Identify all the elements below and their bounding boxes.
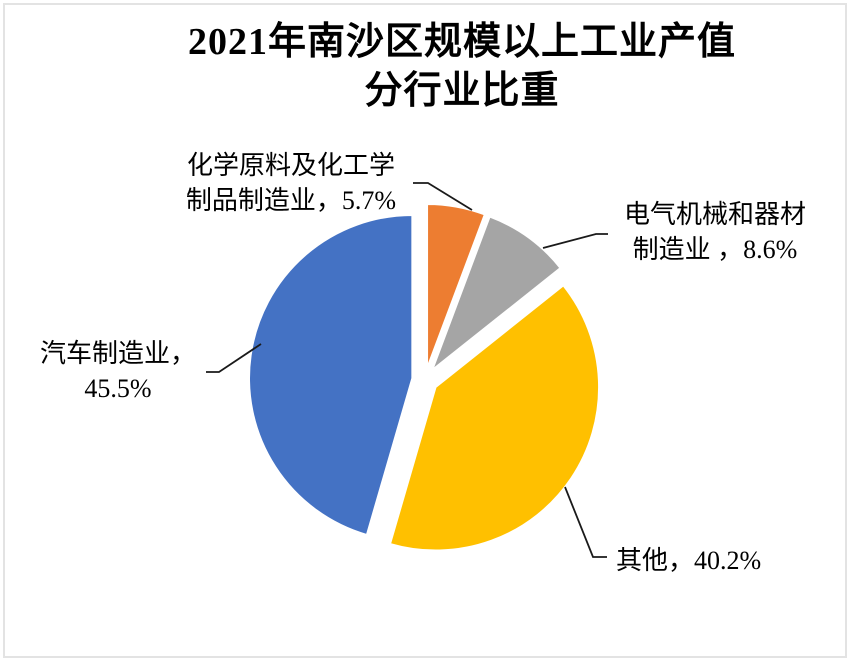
data-label-automobile-line2: 45.5% (84, 374, 152, 403)
chart-title-line1: 2021年南沙区规模以上工业产值 (187, 21, 736, 63)
leader-line-other (564, 486, 607, 558)
data-label-other: 其他，40.2% (616, 543, 786, 578)
pie-slice-other (389, 284, 600, 551)
data-label-electrical-line1: 电气机械和器材 (623, 200, 806, 229)
chart-title-line2: 分行业比重 (364, 70, 560, 112)
leader-line-electrical (542, 233, 608, 249)
pie-slice-automobile (248, 214, 413, 536)
chart-title: 2021年南沙区规模以上工业产值 分行业比重 (72, 18, 852, 116)
data-label-electrical: 电气机械和器材 制造业 ，8.6% (600, 197, 830, 267)
data-label-automobile-line1: 汽车制造业， (39, 339, 196, 368)
data-label-chemical-line2: 制品制造业，5.7% (185, 186, 397, 215)
data-label-electrical-line2: 制造业 ，8.6% (632, 235, 798, 264)
leader-line-chemical (413, 182, 473, 211)
data-label-automobile: 汽车制造业， 45.5% (22, 336, 214, 406)
data-label-chemical: 化学原料及化工学 制品制造业，5.7% (163, 148, 419, 218)
pie-slice-chemical (426, 203, 486, 368)
data-label-chemical-line1: 化学原料及化工学 (186, 151, 395, 180)
data-label-other-line1: 其他，40.2% (616, 546, 762, 575)
pie-slice-electrical (430, 215, 562, 372)
leader-line-automobile (206, 343, 262, 373)
